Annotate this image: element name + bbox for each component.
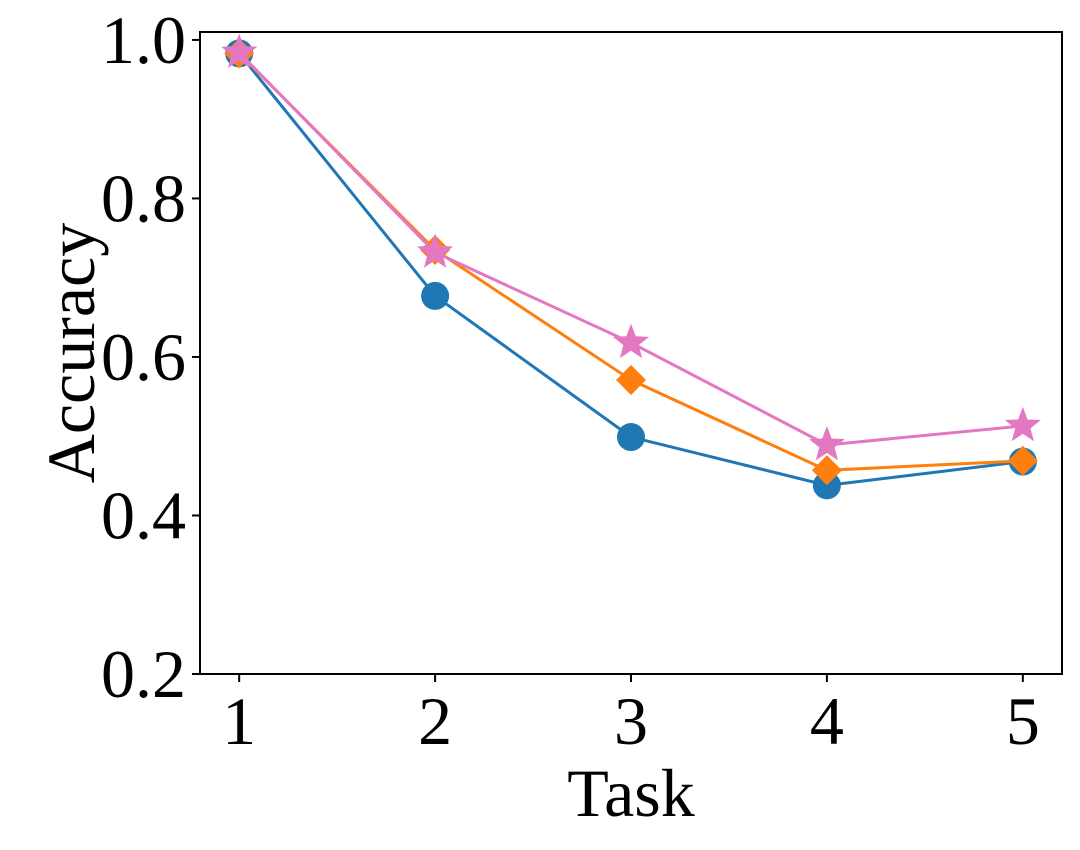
y-tick-label: 0.6	[101, 319, 186, 395]
data-point-circle	[421, 281, 450, 310]
x-axis-label: Task	[567, 755, 694, 831]
x-tick-label: 1	[222, 683, 256, 759]
data-point-star	[808, 425, 845, 461]
ticks-layer: 1 2 3 4 5 0.2 0.4 0.6 0.8 1.0	[101, 2, 1040, 759]
x-tick-label: 3	[614, 683, 648, 759]
plot-frame	[199, 31, 1063, 675]
y-tick-label: 1.0	[101, 2, 186, 78]
y-tick-label: 0.2	[101, 636, 186, 712]
y-tick-label: 0.8	[101, 160, 186, 236]
series-1-line	[238, 52, 1023, 487]
y-axis-label: Accuracy	[33, 223, 109, 483]
data-point-star	[1004, 406, 1041, 442]
series-layer	[221, 33, 1041, 500]
data-point-star	[612, 323, 650, 359]
data-point-diamond	[1007, 445, 1038, 476]
series-2	[224, 38, 1038, 486]
data-point-diamond	[616, 364, 646, 395]
y-tick-label: 0.4	[101, 477, 186, 553]
data-point-star	[221, 33, 258, 68]
data-point-circle	[617, 423, 645, 452]
series-3	[221, 33, 1041, 461]
series-2-line	[238, 52, 1023, 472]
series-1	[225, 39, 1037, 500]
x-tick-label: 4	[810, 683, 844, 759]
data-point-diamond	[811, 455, 842, 486]
x-tick-label: 2	[418, 683, 452, 759]
data-point-circle	[812, 471, 841, 500]
data-point-star	[417, 233, 454, 268]
x-tick-label: 5	[1006, 683, 1040, 759]
